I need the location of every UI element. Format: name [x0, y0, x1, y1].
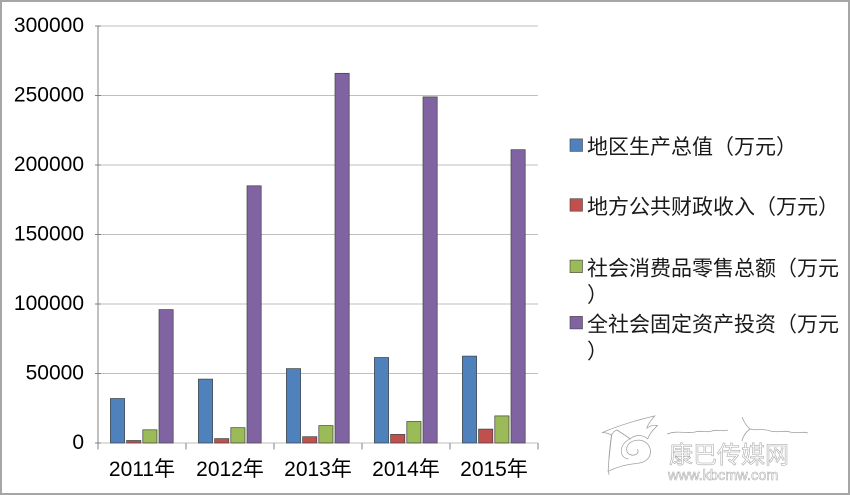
svg-text:2014年: 2014年	[372, 458, 440, 481]
svg-text:2011年: 2011年	[109, 458, 175, 481]
svg-text:全社会固定资产投资（万元: 全社会固定资产投资（万元	[587, 314, 839, 337]
svg-text:0: 0	[72, 431, 84, 454]
svg-text:www.kbcmw.com: www.kbcmw.com	[667, 468, 778, 484]
svg-text:50000: 50000	[26, 362, 84, 385]
svg-text:）: ）	[587, 284, 608, 307]
svg-text:2015年: 2015年	[460, 458, 528, 481]
svg-text:150000: 150000	[14, 223, 84, 246]
svg-text:）: ）	[587, 340, 608, 363]
svg-text:300000: 300000	[14, 14, 84, 37]
svg-text:地区生产总值（万元）: 地区生产总值（万元）	[587, 136, 797, 159]
svg-text:2012年: 2012年	[196, 458, 264, 481]
svg-text:100000: 100000	[14, 292, 84, 315]
svg-text:250000: 250000	[14, 84, 84, 107]
svg-text:2013年: 2013年	[284, 458, 352, 481]
svg-text:康巴传媒网: 康巴传媒网	[669, 442, 789, 469]
svg-text:200000: 200000	[14, 153, 84, 176]
svg-text:社会消费品零售总额（万元: 社会消费品零售总额（万元	[587, 257, 839, 280]
svg-text:地方公共财政收入（万元）: 地方公共财政收入（万元）	[587, 196, 839, 219]
